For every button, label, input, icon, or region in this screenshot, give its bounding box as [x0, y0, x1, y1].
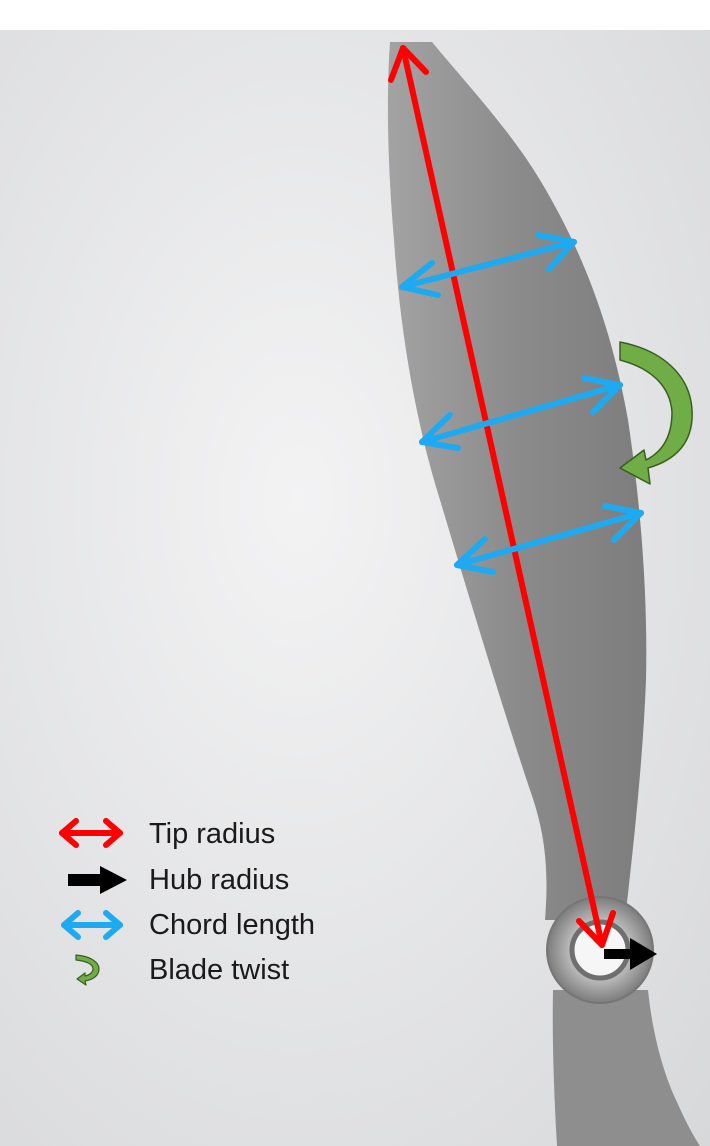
curved-arrow-icon — [75, 954, 100, 986]
legend-label-tip-radius: Tip radius — [149, 818, 275, 850]
legend-label-chord-length: Chord length — [149, 909, 315, 941]
chord-arrow-3 — [454, 503, 644, 575]
double-arrow-icon — [61, 910, 123, 940]
legend: Tip radius Hub radius Chord length Blade… — [59, 818, 315, 986]
right-arrow-icon — [68, 866, 127, 894]
legend-item-chord-length: Chord length — [61, 909, 315, 941]
legend-item-blade-twist: Blade twist — [75, 954, 289, 986]
double-arrow-icon — [59, 818, 123, 848]
blade-twist-arrow — [619, 341, 693, 485]
chord-arrow-1 — [399, 232, 577, 298]
legend-item-tip-radius: Tip radius — [59, 818, 275, 850]
hub-radius-arrow — [604, 938, 657, 970]
legend-item-hub-radius: Hub radius — [68, 864, 289, 896]
top-margin — [0, 0, 710, 30]
chord-length-arrows — [399, 232, 644, 575]
chord-arrow-2 — [419, 375, 623, 451]
legend-label-hub-radius: Hub radius — [149, 864, 289, 896]
tip-radius-arrow — [388, 45, 616, 948]
blade-shaft — [552, 990, 700, 1146]
legend-label-blade-twist: Blade twist — [149, 954, 289, 986]
